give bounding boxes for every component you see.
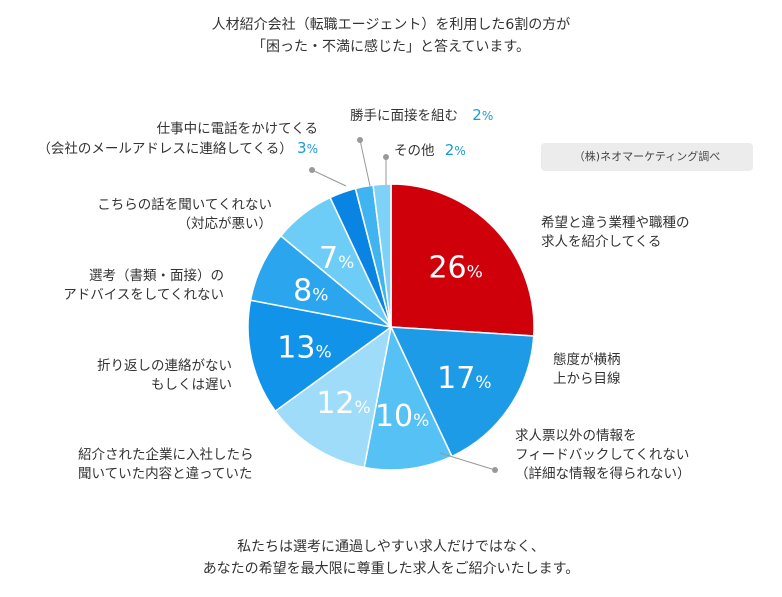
title-line-2: 「困った・不満に感じた」と答えています。 <box>252 39 530 55</box>
pie-slice-9 <box>372 183 392 328</box>
slice-label-8: 勝手に面接を組む 2% <box>350 106 494 124</box>
slice-label-1: 態度が横柄 上から目線 <box>553 352 621 387</box>
slice-value-5: 8% <box>293 273 328 308</box>
slice-label-7: 仕事中に電話をかけてくる （会社のメールアドレスに連絡してくる） 3% <box>37 121 318 157</box>
leader-dot-8 <box>357 137 363 143</box>
footer-message: 私たちは選考に通過しやすい求人だけではなく、 あなたの希望を最大限に尊重した求人… <box>0 536 782 580</box>
slice-value-2: 10% <box>375 399 429 434</box>
slice-label-9: その他 2% <box>394 141 466 159</box>
leader-dot-7 <box>309 167 315 173</box>
slice-value-4: 13% <box>277 330 331 365</box>
source-badge: （株)ネオマーケティング調べ <box>541 143 753 171</box>
pie-slice-0 <box>390 183 535 337</box>
slice-value-outside-9: 2% <box>444 141 466 159</box>
leader-line-7 <box>311 169 347 187</box>
slice-label-4: 折り返しの連絡がない もしくは遅い <box>97 358 232 393</box>
title-line-1: 人材紹介会社（転職エージェント）を利用した6割の方が <box>211 17 571 33</box>
slice-value-outside-7: 3% <box>297 139 318 157</box>
slice-label-6: こちらの話を聞いてくれない （対応が悪い） <box>97 197 272 232</box>
slice-value-6: 7% <box>319 241 354 276</box>
pie-slice-1 <box>389 326 535 458</box>
leader-dot-2 <box>492 467 498 473</box>
leader-line-2 <box>439 452 496 471</box>
slice-value-outside-8: 2% <box>472 106 494 124</box>
leader-dot-9 <box>383 154 389 160</box>
chart-title: 人材紹介会社（転職エージェント）を利用した6割の方が 「困った・不満に感じた」と… <box>0 14 782 58</box>
slice-label-5: 選考（書類・面接）の アドバイスをしてくれない <box>63 268 224 303</box>
pie-slice-3 <box>274 325 393 469</box>
slice-value-1: 17% <box>437 361 491 396</box>
slice-label-0: 希望と違う業種や職種の 求人を紹介してくる <box>541 215 690 250</box>
footer-line-2: あなたの希望を最大限に尊重した求人をご紹介いたします。 <box>202 561 580 577</box>
slice-label-2: 求人票以外の情報を フィードバックしてくれない （詳細な情報を得られない） <box>515 428 691 482</box>
slice-value-0: 26% <box>428 250 482 285</box>
pie-slice-2 <box>363 324 453 471</box>
slice-value-3: 12% <box>316 386 370 421</box>
footer-line-1: 私たちは選考に通過しやすい求人だけではなく、 <box>237 539 545 555</box>
leader-line-8 <box>359 139 371 187</box>
slice-label-3: 紹介された企業に入社したら 聞いていた内容と違っていた <box>78 447 254 482</box>
pie-slice-4 <box>247 299 393 413</box>
